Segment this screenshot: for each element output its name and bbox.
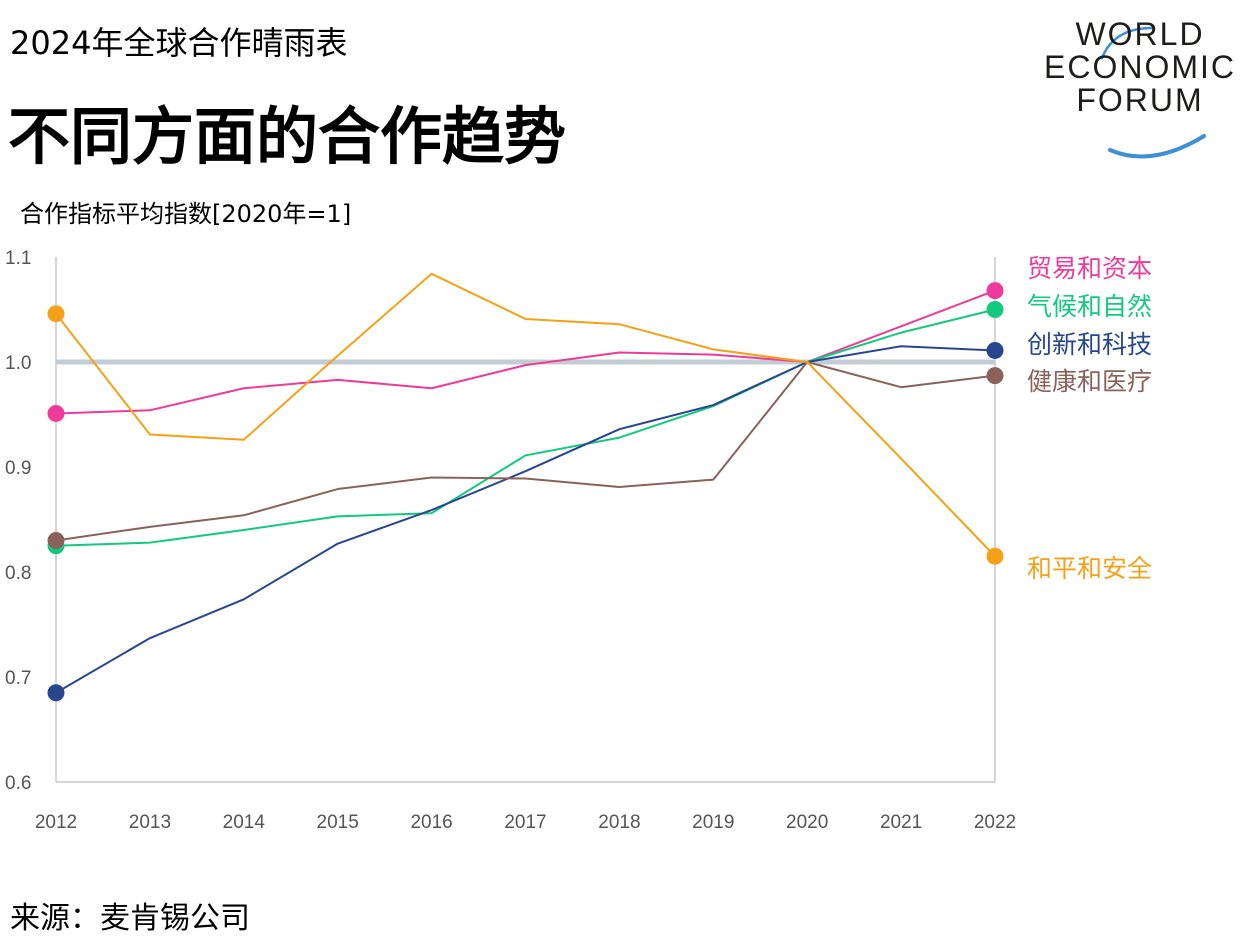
series-end-marker <box>986 341 1004 359</box>
logo-line-2: ECONOMIC <box>1044 49 1236 85</box>
series-end-marker <box>47 404 65 422</box>
x-tick-label: 2019 <box>692 812 734 833</box>
wef-logo: WORLD ECONOMIC FORUM <box>1022 18 1258 163</box>
series-end-marker <box>986 301 1004 318</box>
series-line <box>55 289 996 415</box>
series-markers <box>47 282 1004 702</box>
y-tick-label: 0.8 <box>5 563 31 584</box>
series-line <box>55 272 996 557</box>
series-label: 贸易和资本 <box>1027 254 1152 283</box>
series-label: 气候和自然 <box>1027 292 1152 321</box>
series-label: 和平和安全 <box>1027 554 1152 583</box>
x-tick-label: 2014 <box>223 812 266 833</box>
series-end-marker <box>47 532 65 549</box>
series-label: 健康和医疗 <box>1027 367 1152 396</box>
logo-line-3: FORUM <box>1076 82 1204 118</box>
y-axis-label: 合作指标平均指数[2020年=1] <box>20 200 352 228</box>
x-tick-label: 2017 <box>504 812 546 833</box>
series-line <box>55 308 996 547</box>
series-line <box>55 361 996 542</box>
x-tick-label: 2016 <box>410 812 452 833</box>
x-tick-label: 2012 <box>35 812 77 833</box>
series-end-marker <box>986 367 1004 385</box>
x-tick-label: 2021 <box>880 812 922 833</box>
series-end-marker <box>986 547 1004 565</box>
x-tick-label: 2018 <box>598 812 640 833</box>
y-tick-label: 0.6 <box>5 773 31 794</box>
x-tick-label: 2022 <box>974 812 1016 833</box>
series-end-marker <box>47 684 65 702</box>
x-tick-label: 2015 <box>317 812 359 833</box>
logo-arc-icon <box>1100 26 1206 159</box>
series-label: 创新和科技 <box>1027 330 1152 359</box>
chart-axes: 0.6 0.7 0.8 0.9 1.0 1.1 2012 2013 2014 2015 2016 20… <box>5 248 1016 833</box>
x-tick-label: 2020 <box>786 812 828 833</box>
y-tick-label: 0.7 <box>5 668 31 689</box>
x-tick-label: 2013 <box>129 812 171 833</box>
y-tick-label: 1.0 <box>5 353 31 374</box>
y-tick-label: 0.9 <box>5 458 31 479</box>
series-lines <box>55 272 996 694</box>
series-line <box>55 345 996 694</box>
chart-title: 不同方面的合作趋势 <box>8 100 567 173</box>
series-end-marker <box>47 305 65 323</box>
logo-line-1: WORLD <box>1075 16 1205 52</box>
report-supertitle: 2024年全球合作晴雨表 <box>10 24 348 62</box>
series-end-marker <box>986 282 1004 300</box>
y-tick-label: 1.1 <box>5 248 31 269</box>
source-note: 来源：麦肯锡公司 <box>10 901 250 936</box>
